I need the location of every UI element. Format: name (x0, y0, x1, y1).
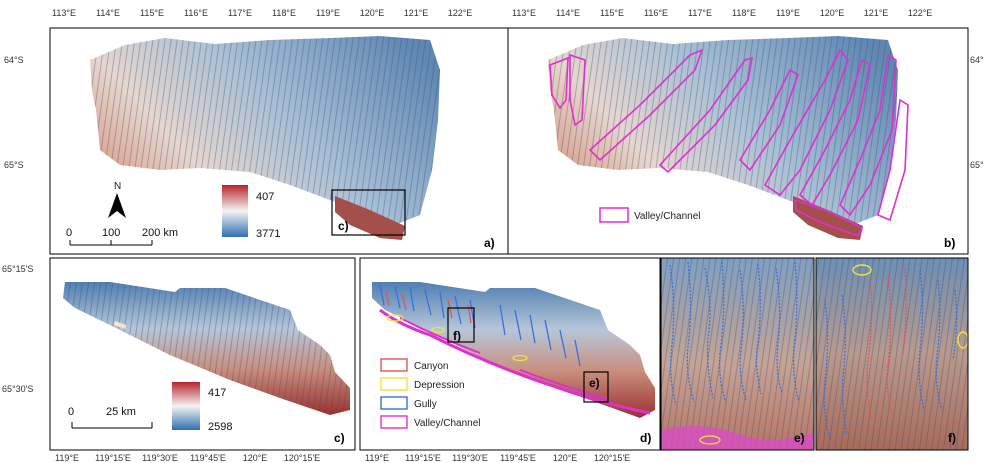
panel-c-map (63, 282, 350, 415)
inset-c-box (331, 189, 406, 236)
depth-colorbar-c: 417 2598 (172, 382, 232, 433)
lon-bottom-10: 120°E (553, 453, 578, 463)
lat-a-65: 65°S (4, 160, 24, 170)
scale-a-0: 0 (66, 227, 72, 239)
lon-top-b-0: 113°E (512, 8, 536, 18)
lon-top-a-0: 113°E (52, 8, 76, 18)
panel-c-label: c) (334, 431, 345, 445)
lon-top-a-7: 120°E (360, 8, 385, 18)
panel-b-label: b) (944, 236, 955, 250)
panel-a-label: a) (484, 236, 495, 250)
lon-bottom-11: 120°15'E (594, 453, 630, 463)
top-longitude-axis: 113°E 114°E 115°E 116°E 117°E 118°E 119°E 120°E… (52, 8, 932, 18)
scale-c-25: 25 km (106, 406, 136, 418)
legend-b-swatch (599, 207, 629, 223)
lat-a-64: 64°S (4, 55, 24, 65)
lon-bottom-3: 119°45'E (190, 453, 226, 463)
panel-e-label: e) (794, 431, 805, 445)
lon-top-a-1: 114°E (96, 8, 120, 18)
legend-gully-swatch (380, 396, 408, 410)
north-arrow-icon: N (108, 181, 126, 218)
legend-b-valley: Valley/Channel (634, 211, 701, 222)
lat-c-6530: 65°30'S (2, 384, 33, 394)
scale-bar-c: 0 25 km (68, 406, 153, 429)
inset-f-box (447, 307, 475, 343)
lon-bottom-9: 119°45'E (500, 453, 536, 463)
lon-bottom-0: 119°E (55, 453, 79, 463)
legend-valley: Valley/Channel (414, 418, 481, 429)
legend-canyon-swatch (380, 358, 408, 372)
legend-valley-swatch (380, 415, 408, 429)
depth-colorbar-a: 407 3771 (222, 185, 280, 240)
lon-top-b-2: 115°E (600, 8, 624, 18)
panel-b-map (548, 36, 909, 240)
lon-top-b-7: 120°E (820, 8, 845, 18)
legend-depression-swatch (380, 377, 408, 391)
panel-d-frame (359, 257, 661, 451)
lon-bottom-5: 120°15'E (284, 453, 320, 463)
scale-c-0: 0 (68, 406, 74, 418)
lon-bottom-8: 119°30'E (452, 453, 488, 463)
lon-top-a-3: 116°E (184, 8, 208, 18)
bottom-longitude-axis: 119°E 119°15'E 119°30'E 119°45'E 120°E 120°15… (55, 453, 630, 463)
lon-top-b-3: 116°E (644, 8, 668, 18)
lon-top-b-5: 118°E (732, 8, 756, 18)
lon-bottom-1: 119°15'E (95, 453, 131, 463)
lon-top-a-6: 119°E (316, 8, 340, 18)
depth-a-max: 407 (256, 191, 274, 203)
panel-f-zoom (815, 257, 969, 451)
lat-c-6515: 65°15'S (2, 264, 33, 274)
legend-b: Valley/Channel (599, 207, 701, 223)
depth-c-max: 417 (208, 387, 226, 399)
scale-a-100: 100 (102, 227, 120, 239)
lon-top-b-8: 121°E (864, 8, 889, 18)
scale-bar-a: 0 100 200 km (66, 227, 178, 246)
legend-depression: Depression (414, 380, 465, 391)
lon-top-b-4: 117°E (688, 8, 712, 18)
depth-c-min: 2598 (208, 421, 232, 433)
lon-bottom-7: 119°15'E (405, 453, 441, 463)
panel-c-frame (49, 257, 356, 451)
lon-top-b-1: 114°E (556, 8, 580, 18)
panel-d-map: f) e) (372, 282, 655, 418)
inset-c-label: c) (338, 219, 349, 233)
lon-top-a-8: 121°E (404, 8, 429, 18)
lon-top-b-9: 122°E (908, 8, 933, 18)
lon-top-a-9: 122°E (448, 8, 473, 18)
panel-a-map: c) (90, 36, 440, 240)
depth-a-min: 3771 (256, 228, 280, 240)
panel-f-label: f) (948, 431, 956, 445)
lat-b-65: 65° (970, 160, 984, 170)
lon-top-a-2: 115°E (140, 8, 164, 18)
panel-b-frame (507, 27, 969, 255)
scale-a-200: 200 km (142, 227, 178, 239)
lon-top-a-5: 118°E (272, 8, 296, 18)
inset-f-label: f) (453, 329, 461, 343)
panel-d-label: d) (640, 431, 651, 445)
lon-top-b-6: 119°E (776, 8, 800, 18)
legend-gully: Gully (414, 399, 437, 410)
inset-e-box (583, 371, 609, 403)
inset-e-label: e) (589, 376, 600, 390)
lon-bottom-4: 120°E (243, 453, 268, 463)
lon-bottom-6: 119°E (365, 453, 389, 463)
lat-b-64: 64° (970, 55, 984, 65)
legend-d: Canyon Depression Gully Valley/Channel (380, 358, 481, 429)
lon-top-a-4: 117°E (228, 8, 252, 18)
lon-bottom-2: 119°30'E (142, 453, 178, 463)
panel-e-zoom (660, 257, 815, 451)
north-label: N (114, 181, 121, 192)
legend-canyon: Canyon (414, 361, 448, 372)
